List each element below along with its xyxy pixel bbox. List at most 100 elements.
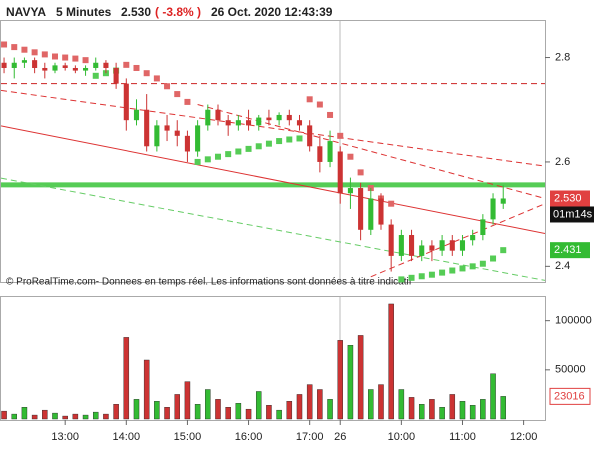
volume-bar <box>1 410 7 420</box>
volume-tag <box>549 387 591 405</box>
sar-dot <box>143 70 150 77</box>
volume-bar <box>42 409 48 420</box>
sar-dot <box>194 158 201 165</box>
volume-bar <box>205 389 211 420</box>
sar-dot <box>41 51 48 58</box>
volume-panel <box>0 296 546 421</box>
volume-bar <box>368 389 374 420</box>
sar-dot <box>500 247 507 254</box>
candle-body <box>72 67 78 71</box>
sar-dot <box>337 132 344 139</box>
candle-body <box>133 109 140 121</box>
candle-body <box>246 120 252 126</box>
candle-body <box>429 245 435 251</box>
volume-bar <box>357 335 364 420</box>
candle-body <box>52 65 58 71</box>
candle-body <box>307 125 313 147</box>
volume-bar <box>439 407 445 420</box>
x-tick-label: 14:00 <box>113 431 141 443</box>
sar-dot <box>51 53 58 60</box>
candle-body <box>368 198 374 230</box>
candle-body <box>419 245 425 256</box>
sar-dot <box>123 61 130 68</box>
sar-dot <box>398 276 405 283</box>
datetime: 26 Oct. 2020 12:43:39 <box>211 5 333 19</box>
y-tick-label: 100000 <box>555 315 592 327</box>
trend-line <box>1 125 545 234</box>
candle-body <box>11 62 17 68</box>
volume-bar <box>418 404 425 420</box>
sar-dot <box>479 260 486 267</box>
volume-bar <box>480 399 486 420</box>
volume-bar <box>327 399 333 420</box>
candle-body <box>225 120 231 126</box>
candle-body <box>164 125 170 131</box>
sar-dot <box>164 83 171 90</box>
sar-dot <box>245 145 252 152</box>
volume-bar <box>490 373 496 420</box>
candle-body <box>42 67 48 71</box>
volume-bar <box>184 381 191 420</box>
volume-bar <box>317 389 323 420</box>
trend-line <box>370 203 545 278</box>
price-panel <box>0 20 546 283</box>
sar-dot <box>306 96 313 103</box>
x-tick-label: 11:00 <box>449 431 476 443</box>
sar-dot <box>265 140 272 147</box>
candle-body <box>205 109 211 126</box>
volume-bar <box>113 404 119 420</box>
candle-body <box>480 219 486 236</box>
candle-body <box>1 62 7 68</box>
candle-body <box>184 135 190 152</box>
candle-body <box>215 109 221 121</box>
candle-body <box>256 117 262 126</box>
volume-bar <box>164 407 170 420</box>
sar-dot <box>408 274 415 281</box>
volume-bar <box>235 403 242 420</box>
trend-line <box>1 89 545 167</box>
sar-dot <box>235 148 242 155</box>
volume-bar <box>266 405 272 420</box>
volume-bar <box>296 394 303 420</box>
sar-dot <box>418 273 425 280</box>
candle-body <box>123 83 129 121</box>
volume-bar <box>500 396 506 420</box>
x-tick-label: 16:00 <box>235 431 263 443</box>
volume-bar <box>337 340 343 420</box>
sar-dot <box>1 41 8 48</box>
y-tick-label: 2.8 <box>555 51 570 63</box>
candle-body <box>266 117 272 121</box>
sar-dot <box>459 265 466 272</box>
candle-body <box>93 62 99 68</box>
volume-bar <box>174 394 180 420</box>
volume-bar <box>225 407 231 420</box>
sar-dot <box>204 156 211 163</box>
sar-dot <box>439 269 446 276</box>
sar-dot <box>31 49 38 56</box>
candle-body <box>276 114 282 121</box>
volume-bar <box>429 399 435 420</box>
sar-dot <box>276 138 283 145</box>
price-tag-label: 2.530 <box>554 192 582 204</box>
candle-body <box>286 114 292 121</box>
price-tag <box>550 190 590 207</box>
sar-dot <box>92 72 99 79</box>
sar-dot <box>62 54 69 61</box>
candle-body <box>459 240 466 251</box>
candle-body <box>337 151 343 194</box>
timer: 01m14s <box>553 208 593 220</box>
sar-dot <box>82 57 89 64</box>
sar-dot <box>286 136 293 143</box>
sar-dot <box>214 153 221 160</box>
y-tick-label: 2.4 <box>555 260 570 272</box>
candle-body <box>154 125 160 147</box>
volume-bar <box>255 391 262 420</box>
timer-bg <box>550 206 594 223</box>
candle-body <box>470 235 476 241</box>
volume-bar <box>92 411 99 420</box>
volume-bar <box>469 405 476 420</box>
candle-body <box>378 198 384 225</box>
x-tick-label: 13:00 <box>51 431 79 443</box>
candle-body <box>327 141 333 162</box>
x-tick-label: 17:00 <box>296 431 324 443</box>
